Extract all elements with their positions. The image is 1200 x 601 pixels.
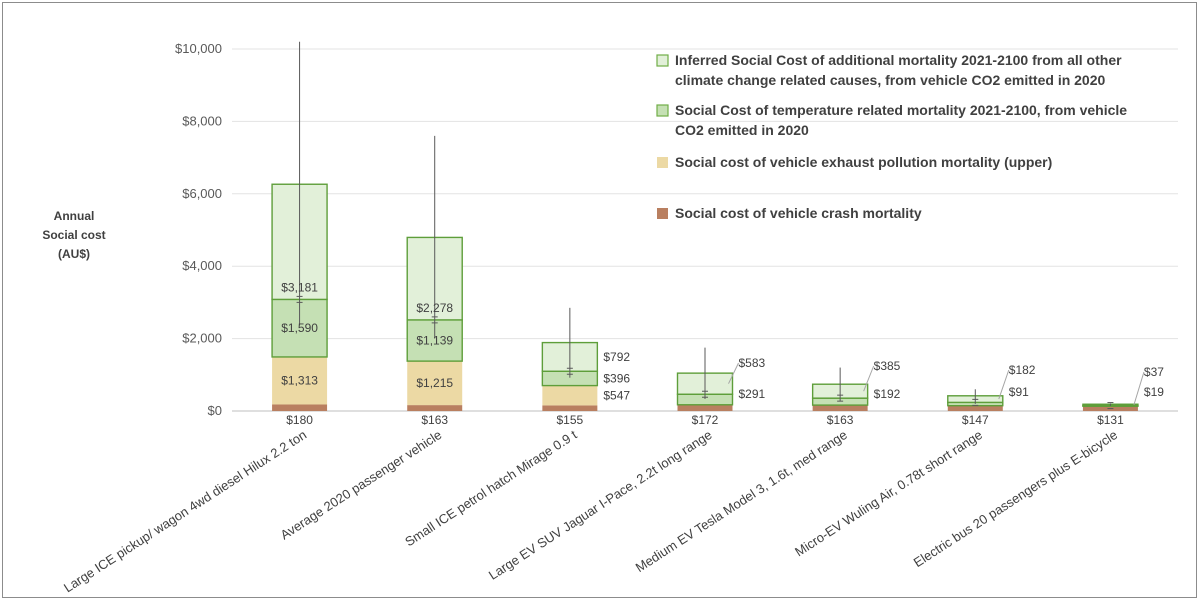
y-tick-label: $2,000 — [182, 331, 222, 346]
data-label-inferred-2: $792 — [603, 350, 630, 364]
legend-label-3: Social cost of vehicle crash mortality — [675, 205, 922, 221]
bar-segment-1-1 — [407, 361, 463, 406]
legend-label-0: climate change related causes, from vehi… — [675, 72, 1106, 88]
bar-segment-0-3 — [677, 404, 733, 411]
bar-segment-0-0 — [272, 404, 328, 411]
leader-line-3 — [728, 362, 739, 384]
data-label-inferred-6: $37 — [1144, 365, 1164, 379]
y-tick-label: $8,000 — [182, 113, 222, 128]
leader-line-6 — [1133, 371, 1145, 406]
legend-swatch-2 — [657, 157, 668, 168]
data-label-inferred-3: $583 — [739, 356, 766, 370]
leader-line-5 — [998, 369, 1010, 400]
legend-swatch-3 — [657, 208, 668, 219]
data-label-crash-1: $163 — [421, 413, 448, 427]
y-tick-label: $6,000 — [182, 186, 222, 201]
data-label-exhaust-2: $547 — [603, 388, 630, 402]
bar-segment-0-5 — [947, 405, 1003, 411]
leader-line-4 — [863, 365, 875, 392]
data-label-temperature-6: $19 — [1144, 385, 1164, 399]
data-label-temperature-4: $192 — [874, 387, 901, 401]
bar-segment-0-2 — [542, 405, 598, 411]
data-label-inferred-0: $3,181 — [281, 280, 318, 294]
legend-label-1: CO2 emitted in 2020 — [675, 122, 809, 138]
data-label-inferred-1: $2,278 — [416, 301, 453, 315]
y-tick-label: $4,000 — [182, 258, 222, 273]
data-label-inferred-4: $385 — [874, 359, 901, 373]
y-tick-label: $0 — [208, 403, 222, 418]
y-axis-title-line: Social cost — [42, 228, 105, 242]
data-label-crash-3: $172 — [692, 413, 719, 427]
x-category-label-3: Large EV SUV Jaguar I-Pace, 2.2t long ra… — [486, 427, 715, 583]
legend-label-0: Inferred Social Cost of additional morta… — [675, 52, 1122, 68]
legend-swatch-0 — [656, 54, 669, 67]
data-label-exhaust-1: $1,215 — [416, 376, 453, 390]
y-axis-title-line: (AU$) — [58, 247, 90, 261]
data-label-crash-5: $147 — [962, 413, 989, 427]
data-label-temperature-0: $1,590 — [281, 321, 318, 335]
legend-label-1: Social Cost of temperature related morta… — [675, 102, 1127, 118]
bar-segment-1-0 — [272, 356, 328, 405]
data-label-exhaust-0: $1,313 — [281, 374, 318, 388]
y-axis-title-line: Annual — [54, 209, 95, 223]
data-label-crash-2: $155 — [557, 413, 584, 427]
bar-segment-1-2 — [542, 385, 598, 406]
data-label-crash-6: $131 — [1097, 413, 1124, 427]
legend-swatch-1 — [656, 104, 669, 117]
x-category-label-0: Large ICE pickup/ wagon 4wd diesel Hilux… — [61, 427, 309, 595]
data-label-crash-0: $180 — [286, 413, 313, 427]
legend-label-2: Social cost of vehicle exhaust pollution… — [675, 154, 1052, 170]
y-tick-label: $10,000 — [175, 41, 222, 56]
x-category-label-4: Medium EV Tesla Model 3, 1.6t, med range — [633, 427, 850, 575]
data-label-crash-4: $163 — [827, 413, 854, 427]
bar-segment-0-1 — [407, 405, 463, 411]
bar-segment-0-4 — [812, 405, 868, 411]
data-label-temperature-1: $1,139 — [416, 334, 453, 348]
data-label-temperature-3: $291 — [739, 387, 766, 401]
data-label-temperature-5: $91 — [1009, 385, 1029, 399]
data-label-temperature-2: $396 — [603, 371, 630, 385]
data-label-inferred-5: $182 — [1009, 363, 1036, 377]
